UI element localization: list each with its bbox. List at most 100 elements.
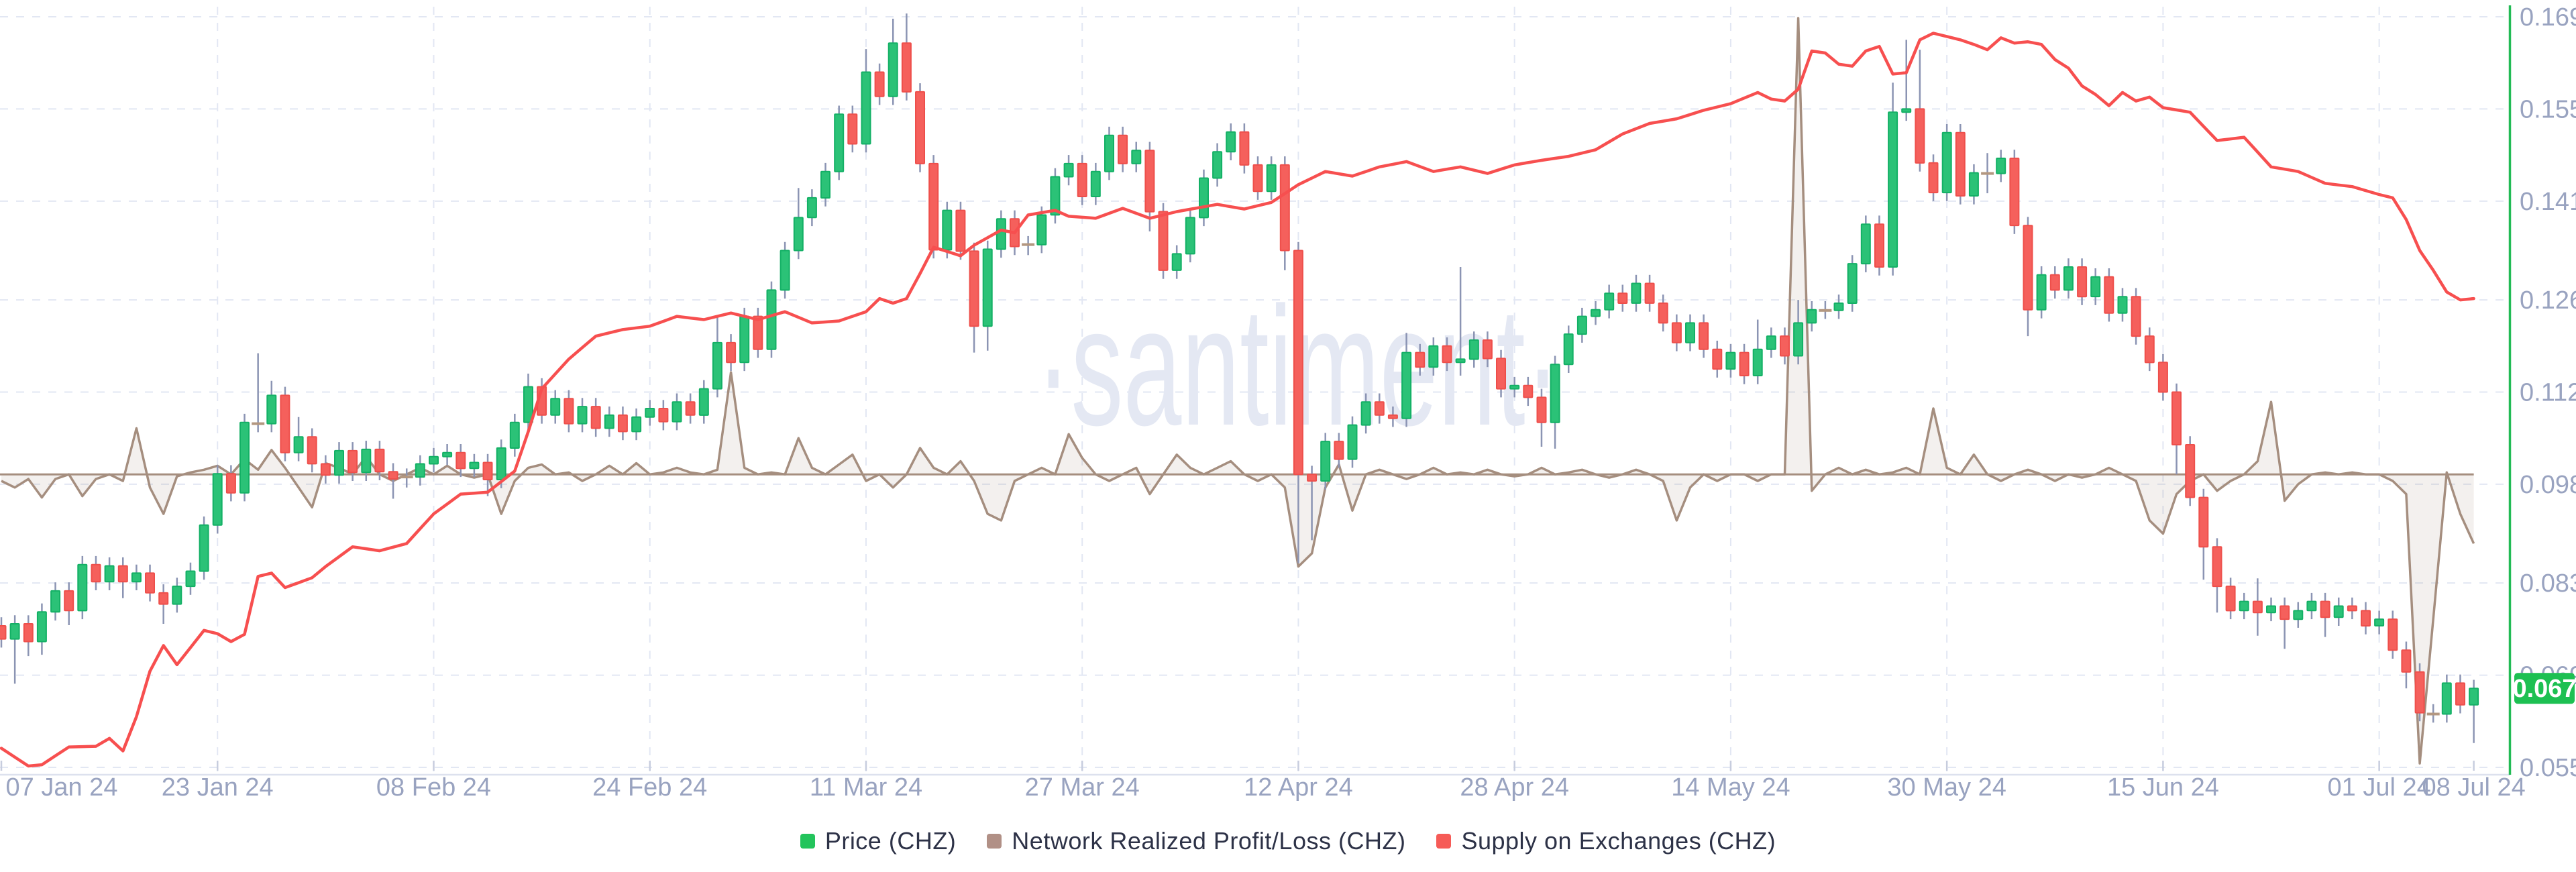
up-candle <box>1631 282 1642 304</box>
down-candle <box>1671 322 1682 343</box>
up-candle <box>2090 276 2101 298</box>
down-candle <box>2279 605 2290 620</box>
down-candle <box>1658 303 1668 324</box>
up-candle <box>131 572 142 583</box>
down-candle <box>225 473 236 494</box>
legend-label-price: Price (CHZ) <box>824 827 957 855</box>
down-candle <box>1644 282 1655 304</box>
x-axis-label: 12 Apr 24 <box>1244 773 1353 802</box>
up-candle <box>1347 424 1358 460</box>
down-candle <box>117 565 128 583</box>
up-candle <box>1968 172 1979 197</box>
down-candle <box>1293 250 1303 476</box>
up-candle <box>1171 253 1182 271</box>
up-candle <box>1036 214 1047 246</box>
down-candle <box>955 209 966 252</box>
up-candle <box>2469 688 2479 706</box>
down-candle <box>1252 164 1263 193</box>
x-axis-label: 11 Mar 24 <box>810 773 922 802</box>
down-candle <box>2049 274 2060 291</box>
up-candle <box>77 563 88 612</box>
legend-item-nrpl[interactable]: Network Realized Profit/Loss (CHZ) <box>987 827 1405 855</box>
up-candle <box>1266 164 1277 193</box>
down-candle <box>0 625 7 640</box>
doji-candle <box>1819 309 1832 312</box>
down-candle <box>1523 384 1534 398</box>
down-candle <box>64 590 74 612</box>
x-axis-label: 28 Apr 24 <box>1460 773 1569 802</box>
y-axis-label: 0.155 <box>2520 95 2576 123</box>
down-candle <box>2171 391 2182 445</box>
down-candle <box>1928 162 1939 194</box>
down-candle <box>1307 474 1318 482</box>
legend-label-nrpl: Network Realized Profit/Loss (CHZ) <box>1012 827 1406 855</box>
last-price-badge-label: 0.067 <box>2512 675 2576 703</box>
nrpl-series-swatch-icon <box>987 834 1002 849</box>
up-candle <box>9 623 20 640</box>
down-candle <box>2009 158 2020 227</box>
down-candle <box>455 451 466 470</box>
down-candle <box>1955 131 1966 197</box>
down-candle <box>1617 292 1628 304</box>
down-candle <box>158 592 169 605</box>
up-candle <box>1833 303 1844 311</box>
up-candle <box>1996 158 2006 174</box>
down-candle <box>307 436 317 465</box>
x-axis-label: 14 May 24 <box>1671 773 1790 802</box>
down-candle <box>2212 546 2222 588</box>
up-candle <box>604 414 614 429</box>
legend-label-supply: Supply on Exchanges (CHZ) <box>1461 827 1776 855</box>
down-candle <box>1536 396 1547 423</box>
x-axis-label: 30 May 24 <box>1887 773 2006 802</box>
doji-candle <box>1022 243 1035 246</box>
down-candle <box>1279 164 1290 252</box>
down-candle <box>482 461 493 480</box>
down-candle <box>915 91 925 164</box>
up-candle <box>888 42 898 97</box>
doji-candle <box>2426 712 2440 716</box>
up-candle <box>982 248 993 327</box>
up-candle <box>2239 600 2249 612</box>
up-candle <box>334 449 344 476</box>
x-axis-label: 08 Feb 24 <box>376 773 491 802</box>
x-axis-label: 08 Jul 24 <box>2422 773 2526 802</box>
up-candle <box>1063 162 1074 178</box>
up-candle <box>1550 364 1560 423</box>
down-candle <box>1915 108 1925 164</box>
up-candle <box>1725 351 1736 370</box>
legend-item-supply[interactable]: Supply on Exchanges (CHZ) <box>1436 827 1776 855</box>
up-candle <box>2293 610 2304 620</box>
up-candle <box>509 421 520 449</box>
doji-candle <box>252 422 265 425</box>
supply-on-exchanges-line <box>0 32 2475 768</box>
up-candle <box>1888 111 1898 268</box>
up-candle <box>442 451 453 457</box>
up-candle <box>212 473 223 526</box>
up-candle <box>550 398 561 416</box>
down-candle <box>1482 339 1493 360</box>
up-candle <box>185 570 196 588</box>
down-candle <box>1387 414 1398 419</box>
up-candle <box>1766 335 1776 350</box>
down-candle <box>617 414 628 433</box>
up-candle <box>104 565 115 583</box>
up-candle <box>469 461 480 470</box>
down-candle <box>1496 358 1506 390</box>
down-candle <box>1077 162 1087 197</box>
down-candle <box>347 449 358 474</box>
legend-item-price[interactable]: Price (CHZ) <box>800 827 956 855</box>
y-axis-label: 0.055 <box>2520 754 2576 782</box>
up-candle <box>1752 348 1763 377</box>
down-candle <box>2320 600 2330 618</box>
supply-series-swatch-icon <box>1436 834 1452 849</box>
up-candle <box>793 217 804 252</box>
y-axis-label: 0.169 <box>2520 3 2576 32</box>
up-candle <box>1360 401 1371 426</box>
down-candle <box>2198 496 2209 548</box>
up-candle <box>2374 618 2385 626</box>
down-candle <box>753 315 763 350</box>
down-candle <box>685 401 696 416</box>
up-candle <box>766 289 777 350</box>
